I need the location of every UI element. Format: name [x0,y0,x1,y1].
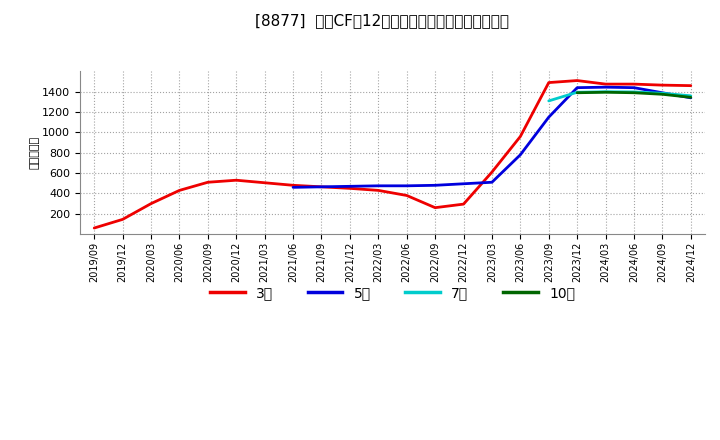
Text: [8877]  投資CFの12か月移動合計の標準偏差の推移: [8877] 投資CFの12か月移動合計の標準偏差の推移 [255,13,508,28]
Y-axis label: （百万円）: （百万円） [30,136,40,169]
Legend: 3年, 5年, 7年, 10年: 3年, 5年, 7年, 10年 [204,280,580,305]
